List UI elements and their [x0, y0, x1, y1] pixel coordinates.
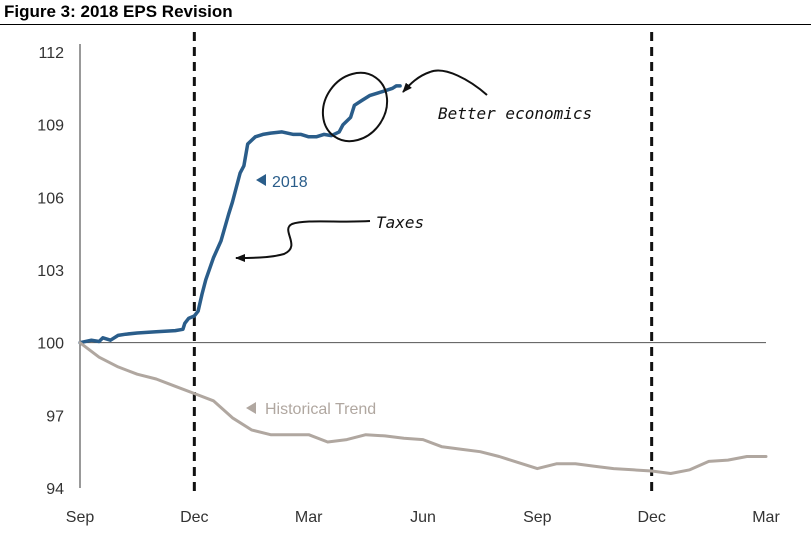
x-tick-label: Sep — [523, 509, 552, 526]
y-tick-label: 94 — [46, 481, 64, 498]
figure-title: Figure 3: 2018 EPS Revision — [4, 2, 233, 21]
y-tick-label: 109 — [37, 118, 64, 135]
series-label-historical: Historical Trend — [265, 401, 376, 418]
highlight-circle — [321, 71, 389, 143]
annotation-taxes-text: Taxes — [376, 213, 424, 232]
y-tick-label: 112 — [38, 45, 64, 62]
series-label-2018: 2018 — [272, 174, 308, 191]
title-rule — [0, 24, 811, 25]
annotation-better-economics-text: Better economics — [438, 104, 592, 123]
annotation-taxes: Taxes — [235, 213, 424, 262]
y-tick-label: 97 — [46, 408, 64, 425]
arrow-historical-icon — [246, 402, 256, 414]
y-tick-label: 100 — [37, 336, 64, 353]
x-tick-label: Dec — [637, 509, 665, 526]
series-line-historical-trend — [78, 341, 768, 475]
label-historical: Historical Trend — [246, 401, 376, 418]
arrow-taxes-icon — [235, 220, 371, 262]
x-tick-label: Sep — [66, 509, 95, 526]
y-tick-label: 106 — [37, 190, 64, 207]
x-tick-label: Mar — [752, 509, 780, 526]
y-tick-label: 103 — [37, 263, 64, 280]
series-line-2018 — [78, 84, 402, 345]
x-tick-label: Mar — [295, 509, 323, 526]
annotation-better-economics: Better economics — [321, 69, 592, 143]
arrow-better-economics-icon — [402, 69, 488, 96]
label-2018: 2018 — [256, 174, 308, 191]
x-tick-label: Jun — [410, 509, 436, 526]
arrow-2018-icon — [256, 174, 266, 186]
x-tick-label: Dec — [180, 509, 208, 526]
